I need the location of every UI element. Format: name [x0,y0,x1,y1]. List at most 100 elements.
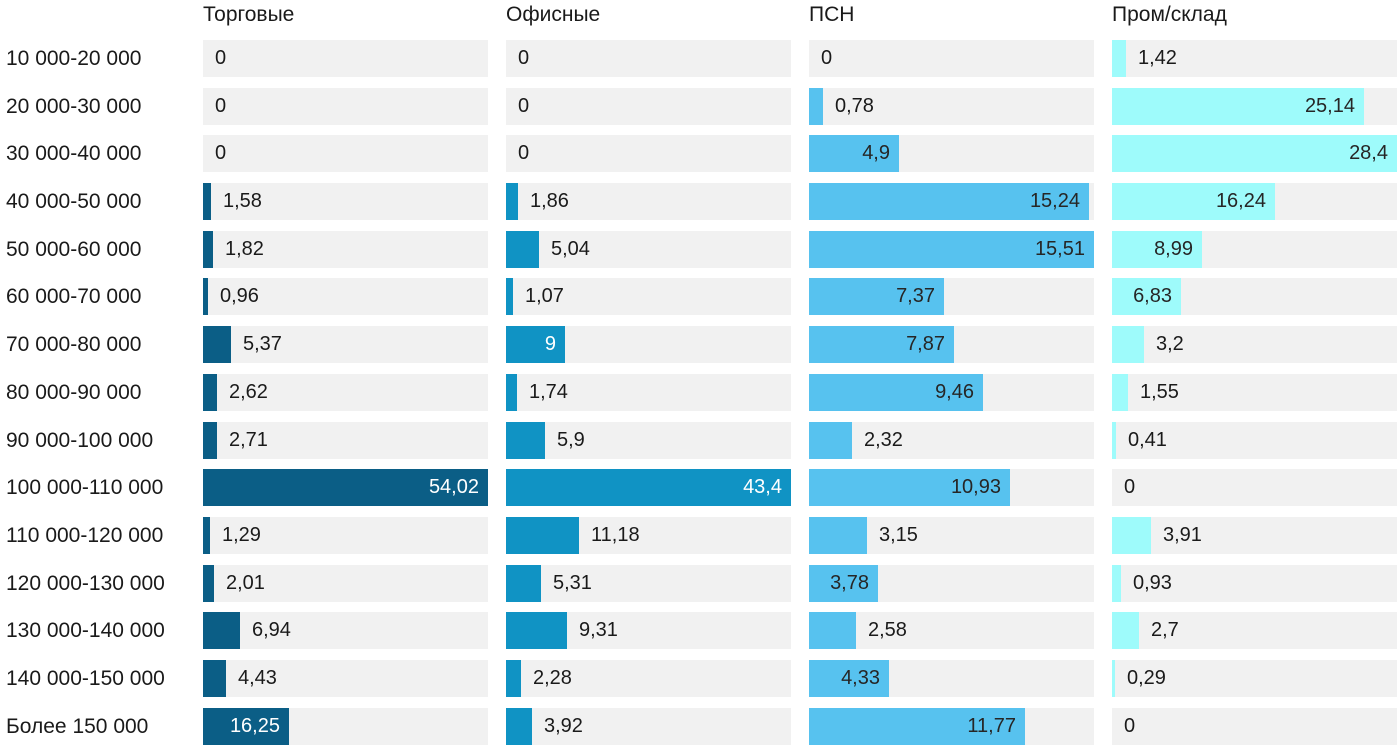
row-label: 120 000-130 000 [6,571,165,595]
bar-track: 7,87 [809,326,1094,364]
value-label: 4,33 [841,666,880,689]
value-bar [1112,230,1202,268]
bar-track: 25,14 [1112,87,1397,125]
value-label: 4,9 [862,142,890,165]
bar-track: 0 [1112,707,1397,745]
value-bar [809,326,954,364]
value-label: 3,2 [1156,333,1184,356]
value-bar [809,612,856,650]
row-label: 60 000-70 000 [6,285,142,309]
value-bar [809,564,878,602]
value-label: 9,46 [935,380,974,403]
value-bar [1112,183,1275,221]
value-label: 2,58 [868,619,907,642]
value-bar [203,659,226,697]
bar-track: 1,74 [506,373,791,411]
value-bar [809,707,1025,745]
row-label: 90 000-100 000 [6,428,154,452]
bar-track: 1,42 [1112,40,1397,77]
value-label: 1,74 [529,380,568,403]
value-label: 5,31 [553,571,592,594]
bar-track: 3,91 [1112,516,1397,554]
row-label: 30 000-40 000 [6,142,142,166]
value-bar [809,183,1089,221]
value-bar [203,421,217,459]
value-label: 1,07 [525,285,564,308]
value-bar [809,278,944,316]
bar-track: 2,7 [1112,612,1397,650]
value-label: 43,4 [743,476,782,499]
chart-row: 40 000-50 000 1,58 1,86 15,24 16,24 [0,183,1400,221]
bar-track: 0 [203,40,488,77]
bar-track: 0 [506,40,791,77]
row-label: 10 000-20 000 [6,47,142,70]
bar-track: 2,32 [809,421,1094,459]
value-label: 7,87 [906,333,945,356]
chart-rows: 10 000-20 000 0 0 0 1,42 20 000-30 000 0 0 0,… [0,40,1400,745]
value-label: 2,28 [533,666,572,689]
value-bar [506,230,539,268]
value-label: 6,83 [1133,285,1172,308]
value-bar [809,373,983,411]
value-bar [203,564,214,602]
value-label: 0,96 [220,285,259,308]
value-label: 2,62 [229,380,268,403]
value-bar [1112,659,1115,697]
bar-track: 2,62 [203,373,488,411]
value-label: 5,04 [551,237,590,260]
column-header-torgovye: Торговые [203,3,295,26]
value-label: 3,91 [1163,523,1202,546]
bar-track: 2,71 [203,421,488,459]
value-label: 11,18 [591,523,640,546]
value-label: 28,4 [1349,142,1388,165]
row-label: 140 000-150 000 [6,666,165,690]
value-label: 54,02 [428,476,479,499]
value-bar [506,469,791,507]
bar-track: 16,24 [1112,183,1397,221]
bar-track: 5,9 [506,421,791,459]
value-bar [506,659,521,697]
value-label: 1,55 [1140,380,1179,403]
value-label: 15,51 [1034,237,1085,260]
bar-track: 0 [506,135,791,173]
bar-track: 54,02 [203,469,488,507]
bar-track: 1,29 [203,516,488,554]
bar-track: 3,78 [809,564,1094,602]
value-bar [506,516,579,554]
row-label: 80 000-90 000 [6,380,142,404]
bar-track: 5,04 [506,230,791,268]
bar-track: 0,29 [1112,659,1397,697]
column-header-psn: ПСН [809,3,855,26]
bar-track: 4,33 [809,659,1094,697]
value-bar [506,183,518,221]
chart-row: 130 000-140 000 6,94 9,31 2,58 2,7 [0,612,1400,650]
value-bar [506,373,517,411]
value-label: 6,94 [252,619,291,642]
value-bar [203,469,488,507]
bar-track: 0,96 [203,278,488,316]
value-bar [809,659,889,697]
value-label: 1,82 [225,237,264,260]
bar-track: 0 [203,87,488,125]
chart-row: 100 000-110 000 54,02 43,4 10,93 0 [0,469,1400,507]
row-label: 110 000-120 000 [6,523,164,547]
value-bar [1112,373,1128,411]
chart-row: 80 000-90 000 2,62 1,74 9,46 1,55 [0,373,1400,411]
value-bar [203,278,208,316]
value-bar [203,373,217,411]
bar-track: 16,25 [203,707,488,745]
value-label: 11,77 [967,714,1016,737]
value-bar [506,421,545,459]
bar-track: 5,37 [203,326,488,364]
bar-track: 43,4 [506,469,791,507]
value-bar [1112,564,1121,602]
bar-track: 1,55 [1112,373,1397,411]
chart-row: 70 000-80 000 5,37 9 7,87 3,2 [0,326,1400,364]
value-label: 9,31 [579,619,618,642]
value-bar [506,326,565,364]
bar-track: 6,83 [1112,278,1397,316]
bar-track: 1,82 [203,230,488,268]
value-bar [203,612,240,650]
value-label: 0 [518,94,530,117]
bar-track: 0,41 [1112,421,1397,459]
